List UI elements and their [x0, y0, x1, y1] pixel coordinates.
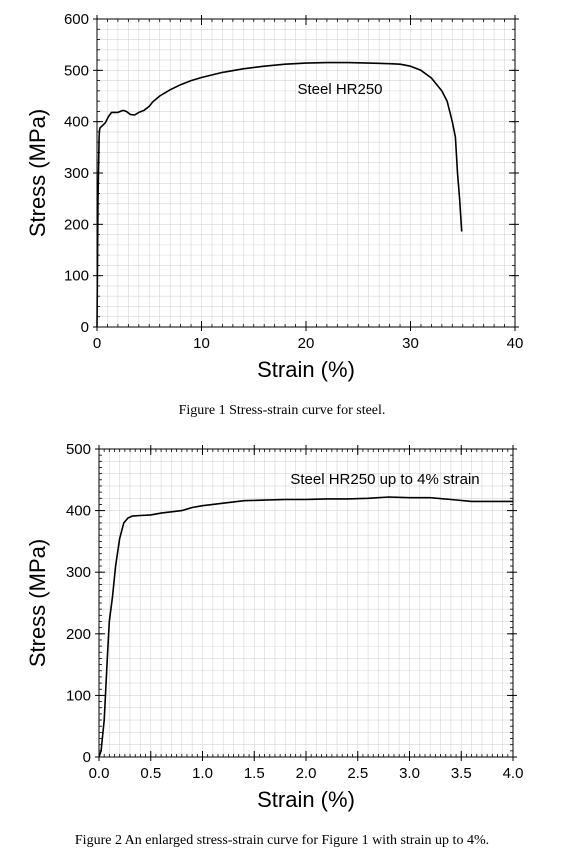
- series-line: [96, 61, 463, 328]
- y-tick-label: 0: [83, 749, 91, 766]
- x-tick-label: 4.0: [503, 765, 524, 782]
- ticks: [95, 445, 517, 761]
- x-tick-label: 3.5: [451, 765, 472, 782]
- x-tick-label: 30: [402, 335, 419, 352]
- y-axis-label: Stress (MPa): [25, 539, 50, 667]
- x-tick-label: 3.0: [399, 765, 420, 782]
- y-tick-label: 200: [66, 626, 91, 643]
- figure-2-caption: Figure 2 An enlarged stress-strain curve…: [74, 833, 490, 848]
- y-tick-label: 0: [81, 319, 89, 336]
- y-tick-label: 300: [64, 165, 89, 182]
- y-tick-label: 100: [66, 687, 91, 704]
- x-tick-label: 10: [193, 335, 210, 352]
- grid: [96, 18, 516, 328]
- x-tick-label: 2.0: [296, 765, 317, 782]
- y-tick-label: 400: [66, 503, 91, 520]
- chart-2: 0.0 0.5 1.0 1.5 2.0 2.5 3.0 3.5 4.0 0 100 200 300 400…: [25, 441, 523, 812]
- x-tick-label: 0: [93, 335, 101, 352]
- figure-1-caption: Figure 1 Stress-strain curve for steel.: [178, 403, 386, 418]
- x-tick-label: 2.5: [347, 765, 368, 782]
- x-tick-label: 0.5: [140, 765, 161, 782]
- y-tick-label: 100: [64, 268, 89, 285]
- y-tick-label: 500: [64, 62, 89, 79]
- chart-annotation: Steel HR250 up to 4% strain: [290, 471, 479, 488]
- y-tick-label: 600: [64, 11, 89, 28]
- series-line: [98, 496, 513, 758]
- grid: [98, 448, 514, 758]
- y-tick-label: 200: [64, 216, 89, 233]
- y-tick-label: 400: [64, 114, 89, 131]
- y-tick-label: 300: [66, 564, 91, 581]
- x-tick-label: 1.0: [192, 765, 213, 782]
- x-tick-label: 0.0: [89, 765, 110, 782]
- x-tick-label: 40: [507, 335, 524, 352]
- y-tick-label: 500: [66, 441, 91, 458]
- y-axis-label: Stress (MPa): [25, 109, 50, 237]
- x-tick-label: 1.5: [244, 765, 265, 782]
- x-axis-label: Strain (%): [257, 357, 355, 382]
- chart-annotation: Steel HR250: [297, 81, 382, 98]
- x-tick-label: 20: [298, 335, 315, 352]
- x-axis-label: Strain (%): [257, 787, 355, 812]
